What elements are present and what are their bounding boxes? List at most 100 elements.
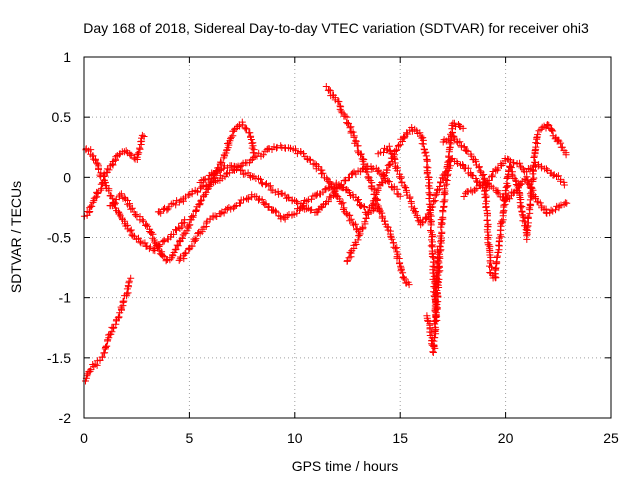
data-point (135, 234, 142, 242)
data-point (476, 167, 484, 175)
data-point (517, 180, 525, 188)
data-point (170, 230, 178, 238)
data-point (271, 207, 279, 215)
data-point (192, 235, 200, 243)
data-point (189, 212, 197, 220)
data-point (365, 209, 372, 217)
data-point (397, 174, 405, 182)
data-point (240, 196, 247, 204)
data-point (518, 211, 526, 219)
data-point (127, 274, 135, 282)
data-point (303, 205, 311, 213)
data-point (352, 137, 360, 145)
data-point (124, 289, 132, 297)
x-tick-label: 20 (498, 430, 514, 446)
data-point (516, 159, 524, 167)
data-point (102, 344, 109, 351)
data-point (211, 212, 219, 220)
data-point (373, 200, 381, 208)
data-point (127, 226, 135, 234)
data-point (117, 303, 125, 311)
data-point (495, 190, 503, 198)
data-point (493, 188, 501, 196)
data-point (555, 202, 563, 210)
data-point (119, 298, 127, 306)
data-point (423, 157, 431, 165)
data-point (532, 194, 539, 202)
data-point (213, 167, 221, 175)
data-point (441, 196, 449, 204)
data-points (80, 83, 571, 385)
data-point (198, 183, 206, 191)
x-tick-label: 15 (392, 430, 408, 446)
data-point (97, 180, 105, 188)
data-point (210, 179, 218, 187)
data-point (534, 131, 542, 139)
data-point (538, 202, 546, 210)
data-point (308, 195, 315, 203)
data-point (136, 144, 144, 152)
data-point (262, 181, 270, 189)
data-point (488, 173, 496, 181)
data-point (300, 150, 307, 158)
data-point (531, 159, 539, 167)
data-point (195, 200, 203, 208)
plot-frame (83, 56, 612, 419)
data-point (493, 254, 501, 261)
data-point (202, 219, 210, 227)
series-m (460, 173, 571, 217)
data-point (441, 182, 449, 190)
data-point (216, 166, 224, 174)
y-axis-label: SDTVAR / TECUs (8, 181, 24, 293)
data-point (487, 259, 494, 267)
data-point (483, 216, 491, 224)
data-point (332, 185, 340, 193)
data-point (261, 200, 269, 208)
data-point (149, 234, 157, 242)
data-point (512, 176, 520, 184)
data-point (83, 372, 91, 380)
data-point (344, 120, 352, 128)
data-point (437, 179, 445, 187)
data-point (349, 128, 357, 136)
data-point (309, 160, 317, 168)
data-point (392, 244, 399, 252)
data-point (341, 112, 349, 120)
data-point (439, 207, 447, 214)
data-point (369, 201, 377, 209)
data-point (125, 277, 133, 285)
tick-labels: 0 5 10 15 20 25 -2 -1.5 -1 -0.5 0 0.5 1 (47, 49, 619, 446)
data-point (447, 156, 455, 164)
data-point (429, 349, 437, 356)
data-point (427, 242, 435, 250)
data-point (247, 132, 255, 140)
data-point (507, 164, 515, 172)
data-point (227, 205, 235, 213)
data-point (543, 165, 550, 173)
series-i (343, 119, 467, 325)
data-point (138, 131, 146, 139)
data-point (354, 236, 362, 244)
data-point (206, 215, 214, 223)
data-point (116, 210, 124, 218)
data-point (454, 160, 462, 167)
data-point (420, 145, 428, 153)
data-point (557, 201, 565, 209)
data-point (429, 203, 437, 211)
data-point (88, 202, 96, 210)
y-tick-label: 1 (63, 49, 71, 65)
data-point (425, 175, 432, 183)
data-point (157, 209, 165, 217)
data-point (432, 290, 440, 298)
data-point (524, 165, 532, 172)
data-point (117, 190, 125, 198)
data-point (378, 179, 386, 186)
data-point (460, 193, 468, 200)
data-point (482, 194, 490, 201)
data-point (258, 196, 266, 204)
data-point (266, 182, 274, 190)
data-point (336, 105, 344, 113)
data-point (385, 142, 393, 150)
data-point (337, 181, 345, 189)
data-point (257, 175, 264, 183)
